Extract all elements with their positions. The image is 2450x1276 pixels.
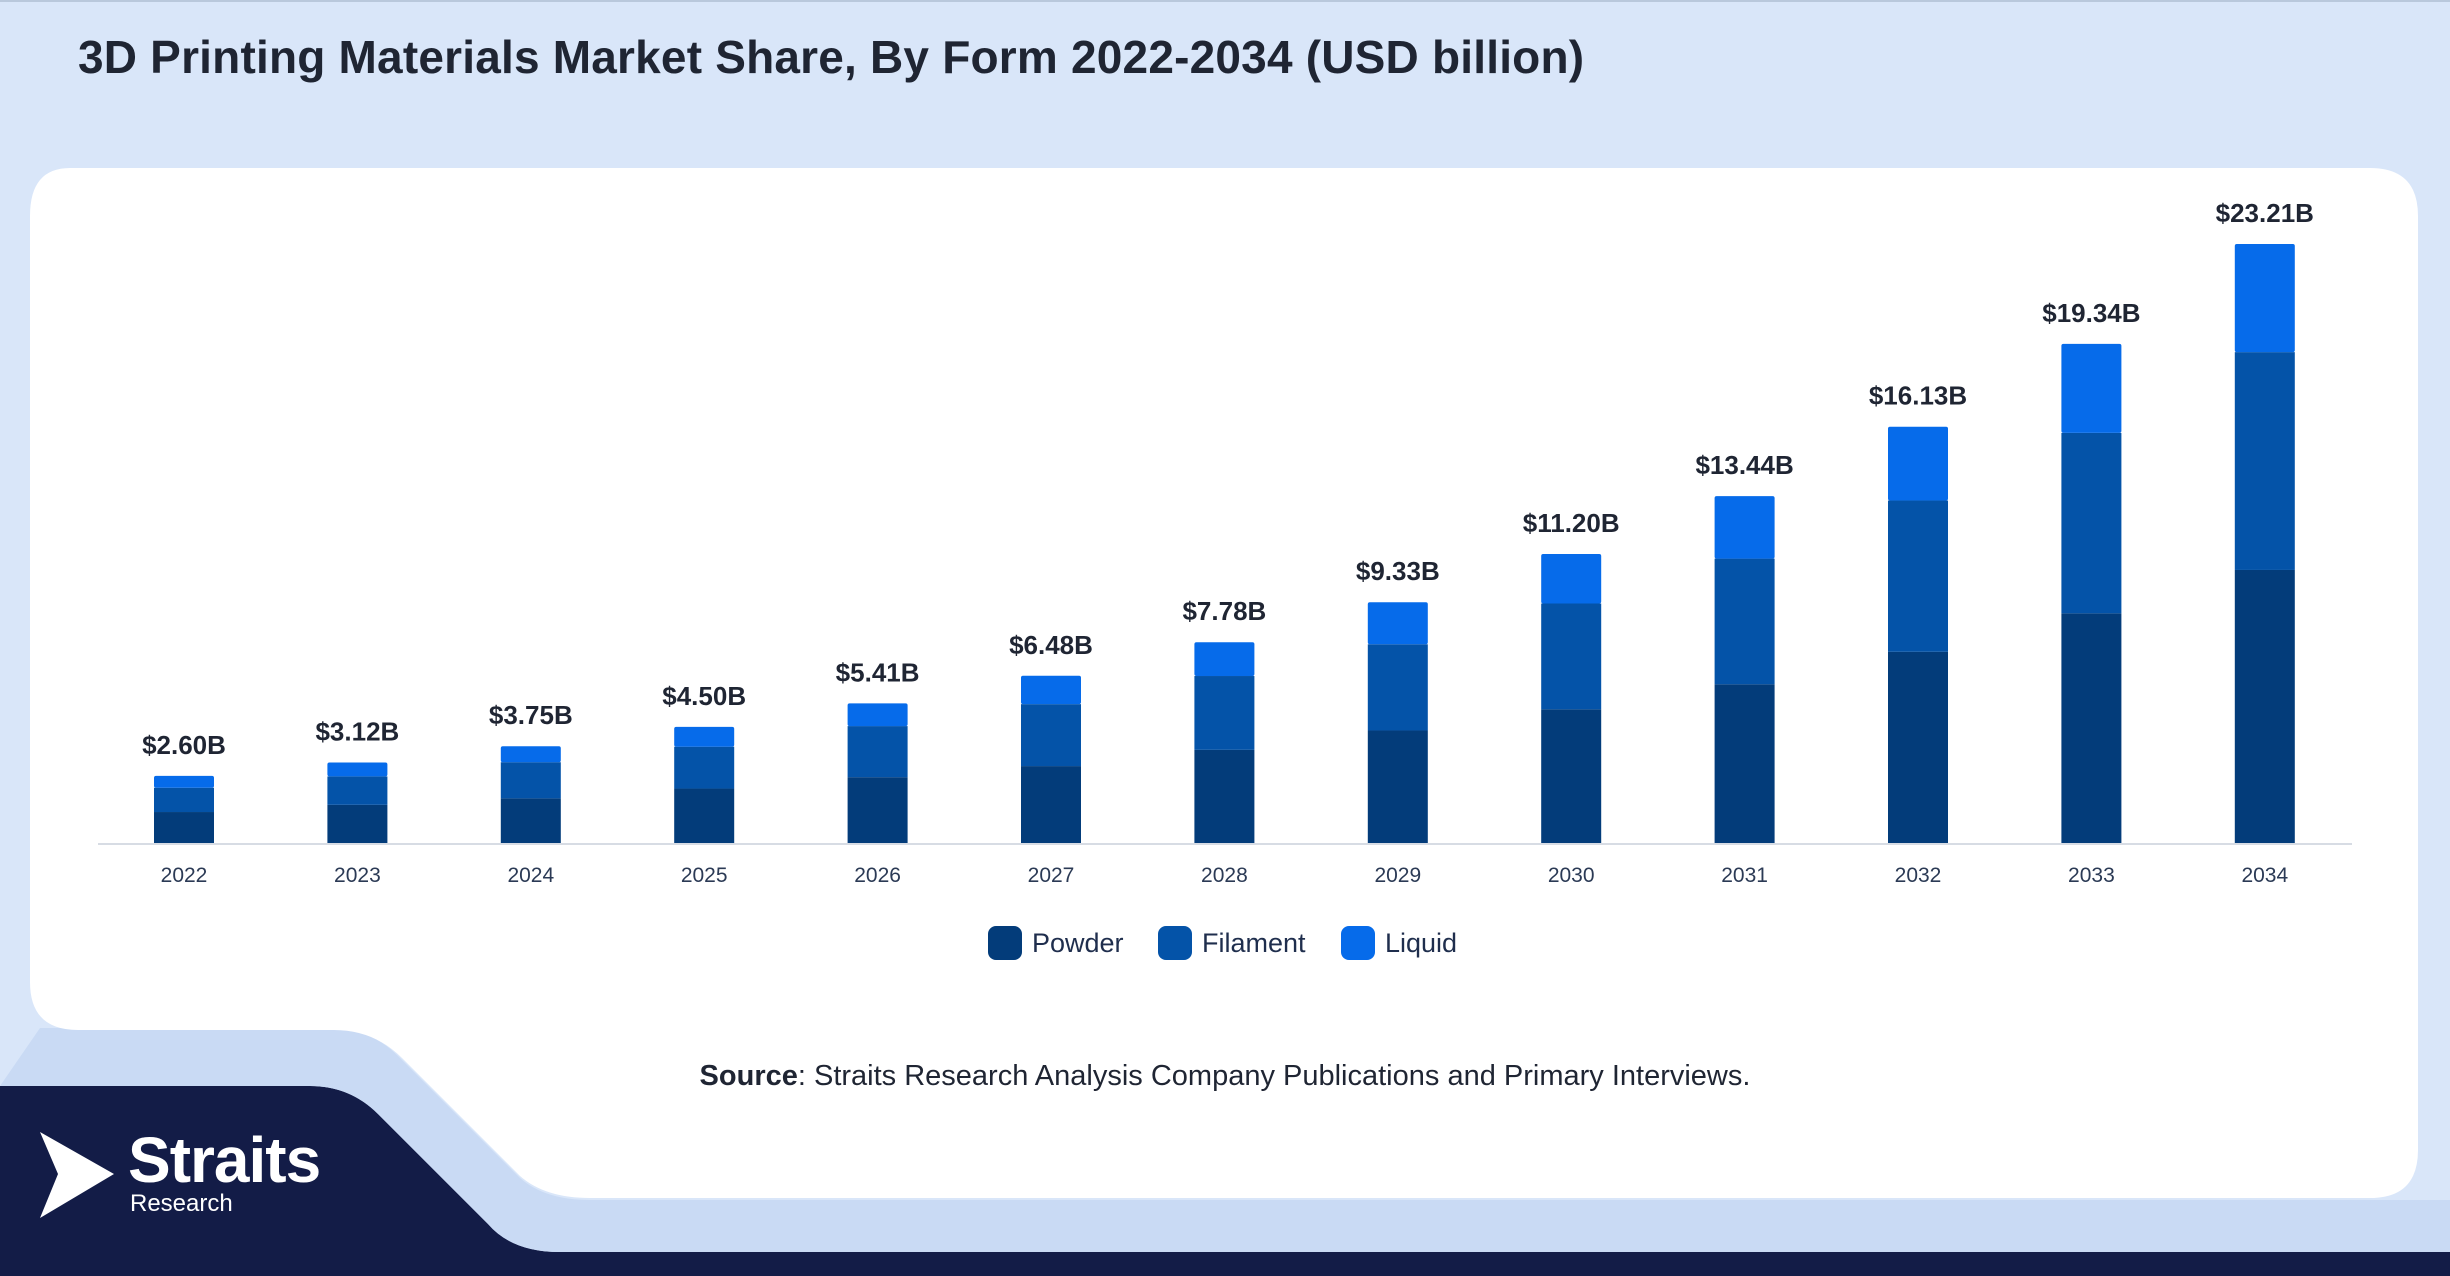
x-tick-label-2028: 2028 [1201,864,1248,887]
x-tick-label-2026: 2026 [854,864,901,887]
total-label-2031: $13.44B [1695,450,1793,480]
bar-liquid-2025 [674,726,735,747]
x-tick-label-2030: 2030 [1548,864,1595,887]
bar-filament-2032 [1888,500,1948,652]
bar-powder-2029 [1367,730,1428,843]
straits-logo-icon [40,1132,114,1218]
total-label-2029: $9.33B [1356,556,1440,586]
bar-liquid-2033 [2061,343,2122,433]
x-tick-label-2027: 2027 [1028,864,1075,887]
total-label-2028: $7.78B [1182,596,1266,626]
bar-liquid-2026 [847,703,908,727]
bar-liquid-2032 [1888,426,1948,501]
total-label-2032: $16.13B [1869,381,1967,411]
bar-filament-2028 [1194,676,1255,750]
top-rule [0,0,2450,2]
source-label: Source [699,1060,798,1092]
bar-liquid-2024 [500,746,561,763]
bar-liquid-2028 [1194,642,1255,677]
dark-band [0,1086,2450,1276]
total-label-2027: $6.48B [1009,630,1093,660]
x-tick-label-2029: 2029 [1374,864,1421,887]
light-wave [0,1028,2450,1252]
bar-liquid-2034 [2234,244,2295,353]
source-line: Source: Straits Research Analysis Compan… [0,1060,2450,1093]
bar-powder-2022 [154,812,214,843]
legend-label-powder: Powder [1032,928,1124,958]
total-label-2026: $5.41B [836,657,920,687]
labels-layer: $2.60B 2022 $3.12B 2023 $3.75B 2024 $4.50B 2025… [142,198,2314,887]
total-label-2030: $11.20B [1523,508,1620,538]
x-tick-label-2032: 2032 [1895,864,1942,887]
x-tick-label-2023: 2023 [334,864,381,887]
x-tick-label-2031: 2031 [1721,864,1768,887]
legend-swatch-powder [988,926,1022,960]
bar-filament-2031 [1714,558,1775,685]
bar-filament-2022 [154,787,214,813]
legend-label-filament: Filament [1202,928,1306,958]
legend: Powder Filament Liquid [988,926,1457,960]
legend-label-liquid: Liquid [1385,928,1457,958]
bar-filament-2024 [500,762,561,799]
total-label-2023: $3.12B [315,716,399,746]
brand-name: Straits [128,1124,321,1196]
bar-liquid-2029 [1367,602,1428,645]
total-label-2034: $23.21B [2216,198,2314,228]
x-tick-label-2033: 2033 [2068,864,2115,887]
bar-filament-2026 [847,726,908,778]
bar-liquid-2030 [1541,553,1602,604]
bar-filament-2023 [327,776,388,805]
total-label-2024: $3.75B [489,700,573,730]
bar-powder-2027 [1021,766,1081,843]
legend-swatch-liquid [1341,926,1375,960]
bar-powder-2028 [1194,749,1255,843]
bar-liquid-2022 [154,775,214,788]
bar-filament-2027 [1021,704,1081,767]
bar-filament-2033 [2061,432,2122,614]
bar-filament-2030 [1541,603,1602,710]
bar-liquid-2023 [327,762,388,777]
bar-powder-2023 [327,804,388,843]
x-tick-label-2024: 2024 [507,864,554,887]
bar-powder-2024 [500,798,561,843]
bar-filament-2034 [2234,352,2295,570]
bar-powder-2026 [847,777,908,843]
x-tick-label-2022: 2022 [161,864,208,887]
legend-swatch-filament [1158,926,1192,960]
x-tick-label-2034: 2034 [2241,864,2288,887]
bar-powder-2033 [2061,613,2122,843]
bars-layer [154,244,2295,843]
source-text: : Straits Research Analysis Company Publ… [797,1060,1751,1092]
bar-filament-2025 [674,746,735,789]
total-label-2025: $4.50B [662,681,746,711]
x-tick-label-2025: 2025 [681,864,728,887]
total-label-2033: $19.34B [2042,298,2140,328]
bar-liquid-2031 [1714,496,1775,559]
bar-powder-2034 [2234,569,2295,843]
bar-powder-2025 [674,788,735,843]
total-label-2022: $2.60B [142,730,226,760]
bar-liquid-2027 [1021,675,1081,705]
bar-powder-2030 [1541,709,1602,843]
bar-filament-2029 [1367,644,1428,731]
page-title: 3D Printing Materials Market Share, By F… [78,31,1585,83]
bar-powder-2032 [1888,651,1948,843]
bar-powder-2031 [1714,684,1775,843]
brand-sub: Research [130,1190,233,1217]
